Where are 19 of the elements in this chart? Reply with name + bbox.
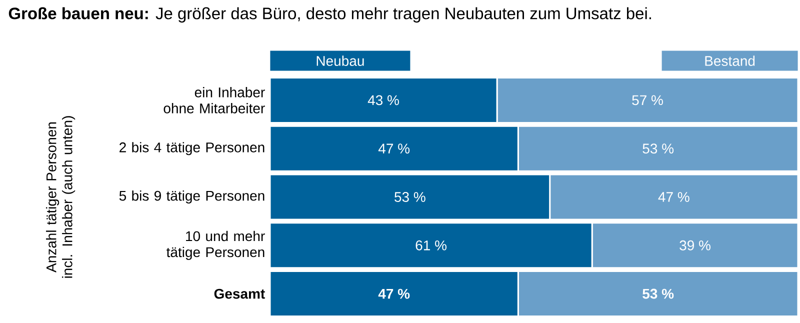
data-label: 53 %	[642, 288, 674, 299]
data-label: 57 %	[632, 95, 663, 106]
y-tick-label: 10 und mehr tätige Personen	[166, 230, 265, 260]
data-label: 53 %	[394, 192, 426, 202]
data-label: 53 %	[642, 144, 674, 154]
series-label: Bestand	[705, 56, 755, 66]
data-label: 61 %	[416, 240, 446, 250]
data-label: 47 %	[378, 144, 410, 154]
data-label: 39 %	[680, 240, 710, 250]
y-tick-label: 5 bis 9 tätige Personen	[119, 190, 264, 204]
data-label: 47 %	[658, 192, 690, 202]
chart-title: Große bauen neu: Je größer das Büro, desto mehr tragen Neubauten zum Umsatz bei.	[8, 7, 651, 23]
data-label: 47 %	[378, 288, 410, 299]
y-tick-label: Gesamt	[214, 288, 265, 299]
data-label: 43 %	[368, 95, 399, 106]
series-label: Neubau	[316, 56, 364, 66]
y-tick-label: 2 bis 4 tätige Personen	[120, 142, 264, 156]
y-axis-title: Anzahl tätiger Personen incl. Inhaber (auch unten)	[46, 116, 76, 278]
y-tick-label: ein Inhaber ohne Mitarbeiter	[164, 87, 265, 114]
